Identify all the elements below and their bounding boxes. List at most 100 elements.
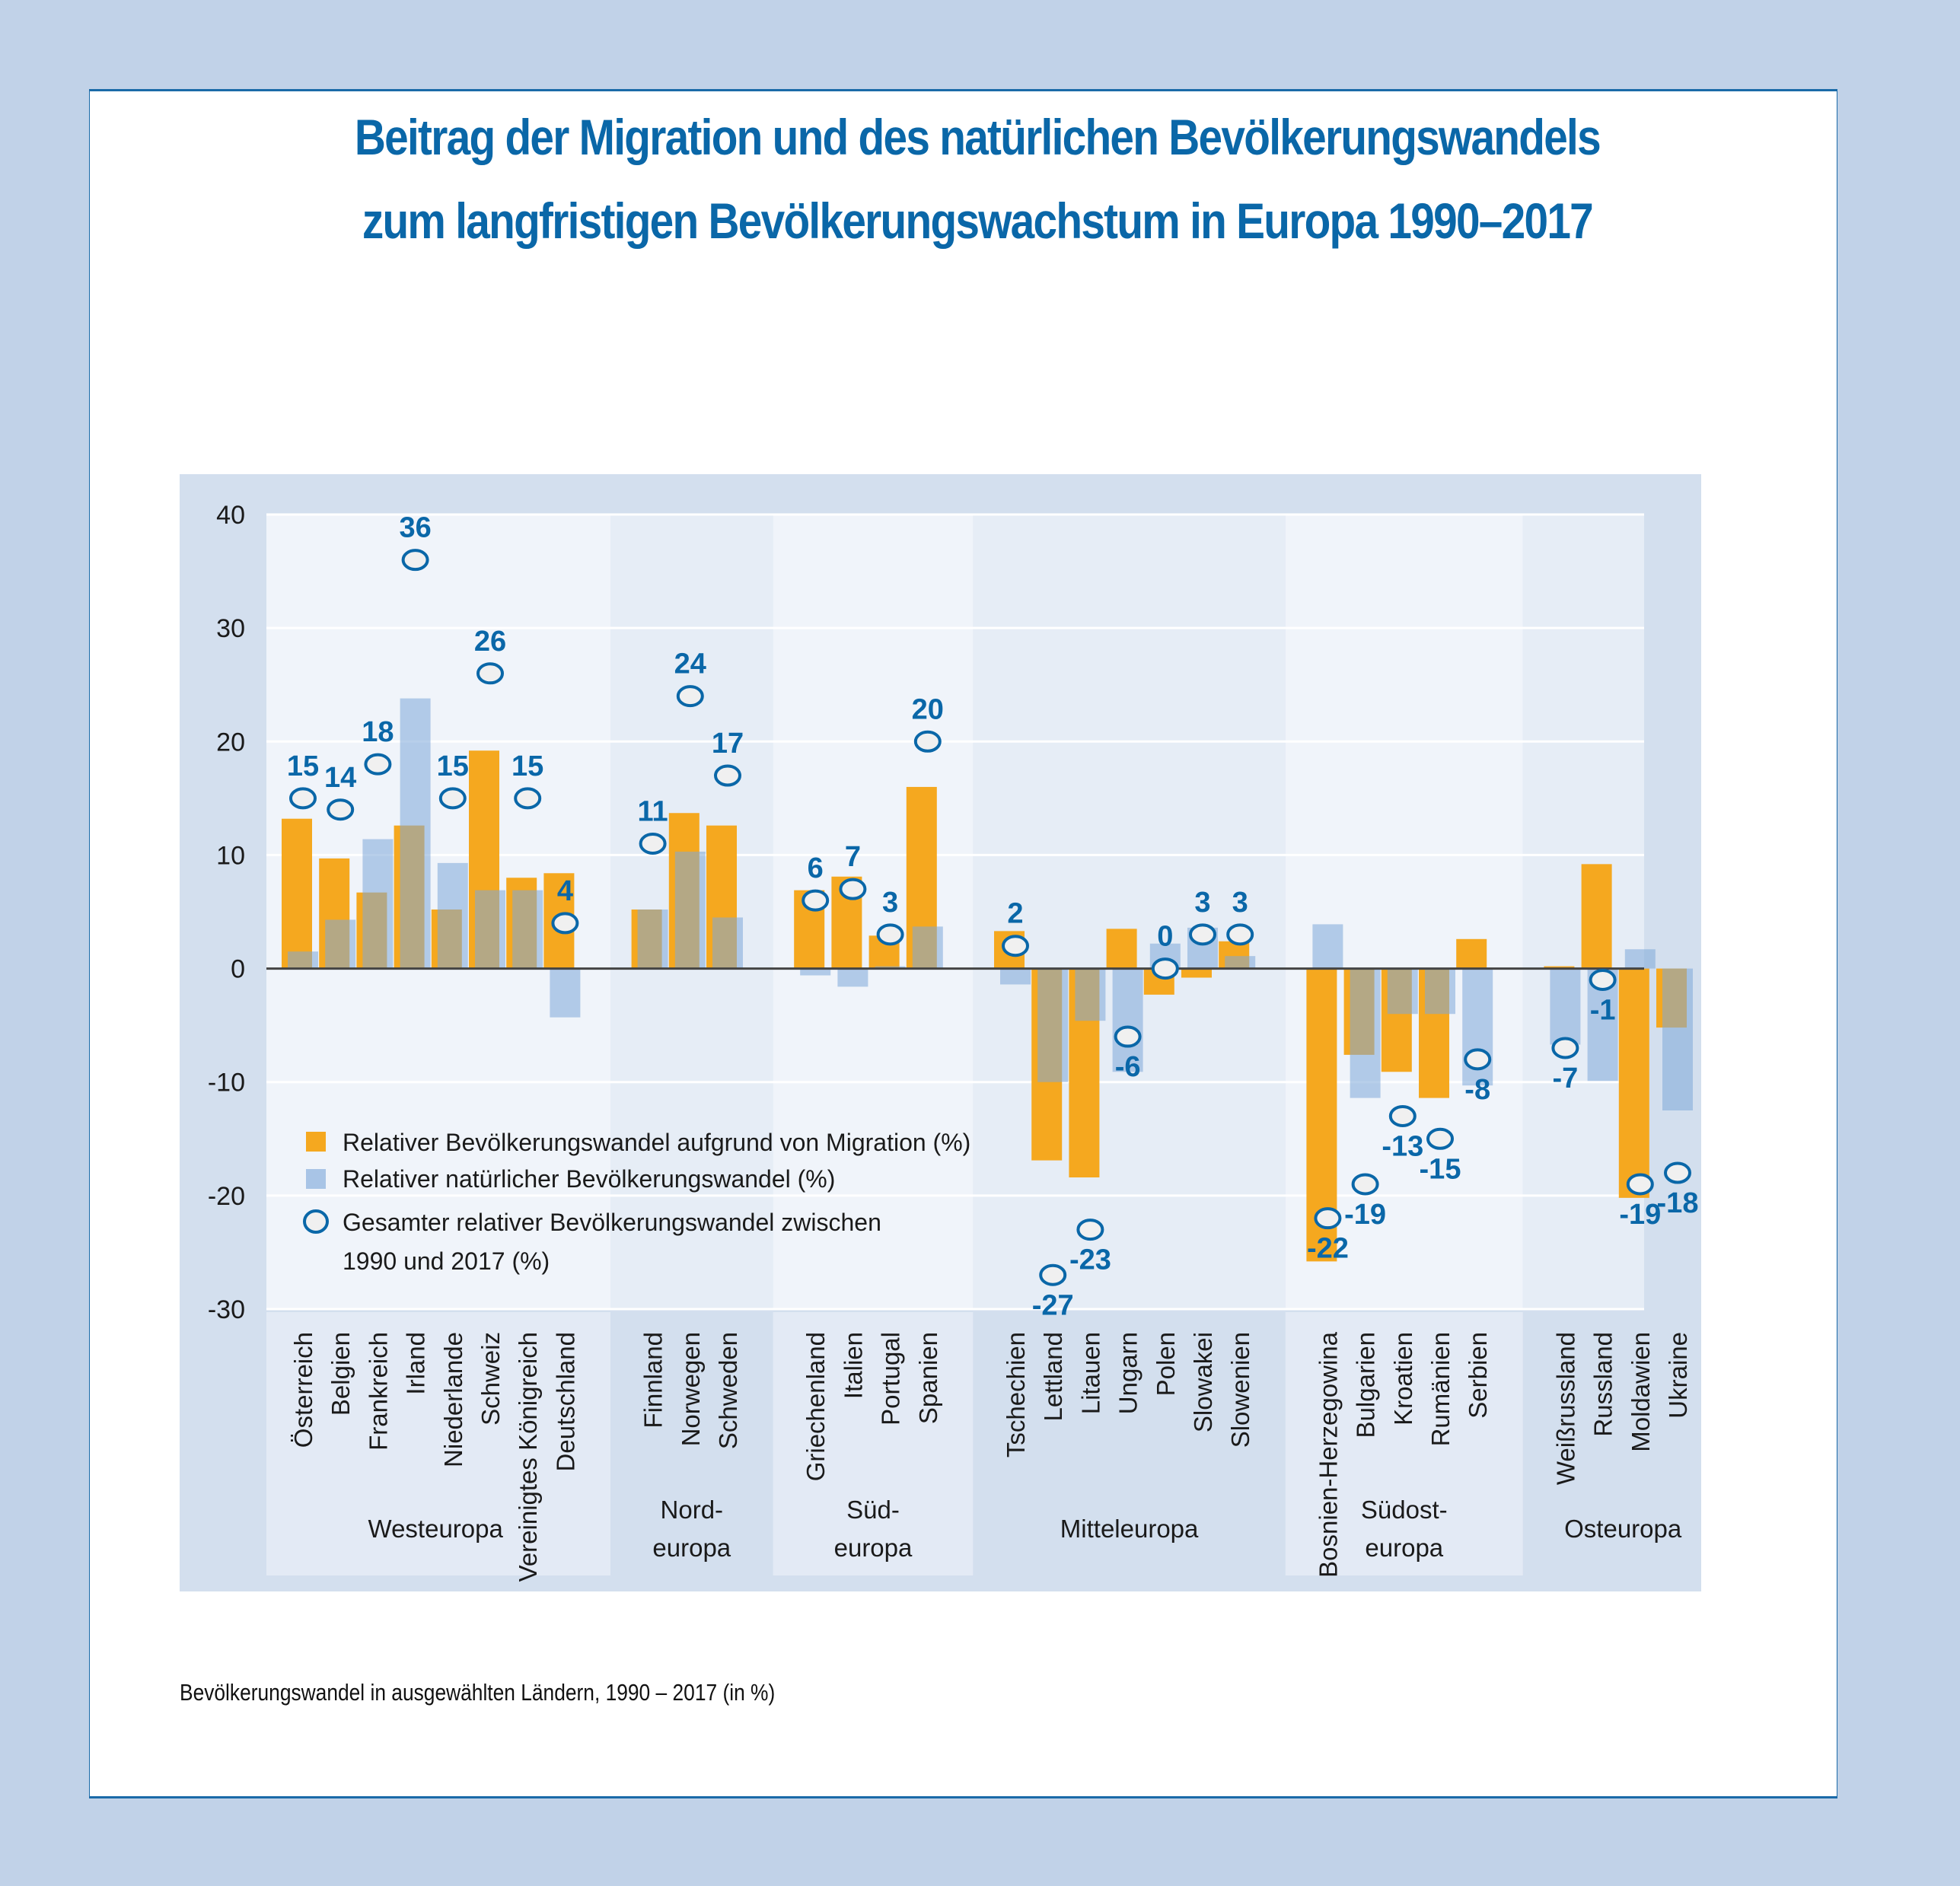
- bar-natural: [1662, 968, 1693, 1110]
- total-marker: [476, 662, 504, 685]
- y-tick-label: 30: [216, 614, 245, 643]
- total-value-label: 0: [1157, 921, 1173, 953]
- region-band-plot: [973, 515, 1286, 1309]
- bar-natural: [1624, 949, 1656, 969]
- total-marker: [1426, 1127, 1454, 1150]
- total-marker: [1076, 1219, 1104, 1241]
- region-band-label: [1522, 1312, 1644, 1575]
- country-labels: Österreich Belgien Frankreich Irland Niederl…: [289, 1331, 1692, 1582]
- total-marker: [1002, 935, 1029, 957]
- bar-natural: [325, 919, 356, 969]
- country-label: Finnland: [639, 1332, 668, 1429]
- bar-natural: [674, 851, 706, 969]
- total-value-label: 14: [324, 762, 356, 794]
- country-label: Serbien: [1464, 1332, 1492, 1419]
- region-band-label: [773, 1312, 974, 1575]
- y-tick-label: 40: [216, 501, 245, 530]
- total-value-label: -15: [1420, 1153, 1461, 1185]
- total-value-label: -7: [1553, 1062, 1579, 1094]
- total-value-label: 17: [712, 728, 744, 760]
- region-label: europa: [834, 1534, 913, 1562]
- country-label: Litauen: [1076, 1332, 1104, 1414]
- bar-natural: [475, 890, 505, 969]
- country-label: Griechenland: [802, 1332, 830, 1481]
- bar-natural: [912, 926, 943, 969]
- total-marker: [1039, 1263, 1067, 1286]
- country-label: Schweiz: [476, 1332, 505, 1426]
- title-line-1: Beitrag der Migration und des natürliche…: [354, 109, 1601, 165]
- country-label: Slowakei: [1189, 1332, 1217, 1432]
- total-marker: [802, 889, 830, 912]
- total-marker: [1314, 1207, 1342, 1230]
- total-marker: [1464, 1048, 1492, 1071]
- legend-swatch-migration: [306, 1132, 326, 1152]
- bar-natural: [362, 839, 394, 969]
- region-label: Westeuropa: [368, 1515, 504, 1543]
- bar-migration: [1181, 968, 1212, 978]
- country-label: Ungarn: [1114, 1332, 1143, 1414]
- bar-natural: [1112, 968, 1143, 1072]
- total-value-label: -18: [1657, 1187, 1699, 1219]
- total-marker: [1664, 1161, 1691, 1184]
- total-marker: [438, 787, 467, 810]
- total-value-label: -27: [1032, 1289, 1074, 1321]
- total-value-label: 7: [845, 841, 861, 873]
- bar-natural: [437, 862, 468, 969]
- y-tick-label: 0: [231, 955, 245, 984]
- total-value-label: -13: [1382, 1130, 1423, 1162]
- legend-label-total-line1: Gesamter relativer Bevölkerungswandel zw…: [343, 1209, 881, 1236]
- bar-migration: [1581, 864, 1612, 969]
- total-value-label: -6: [1115, 1051, 1141, 1083]
- total-marker: [514, 787, 542, 810]
- legend-marker-total: [303, 1209, 329, 1234]
- bar-natural: [837, 968, 868, 987]
- bar-natural: [1000, 968, 1031, 985]
- total-marker: [876, 923, 904, 946]
- y-tick-label: -30: [208, 1295, 245, 1324]
- country-label: Moldawien: [1627, 1332, 1655, 1452]
- region-label: Südost-: [1361, 1496, 1448, 1524]
- country-label: Niederlande: [439, 1332, 467, 1467]
- country-label: Tschechien: [1002, 1332, 1030, 1458]
- total-value-label: 3: [882, 887, 898, 919]
- total-value-label: 36: [399, 512, 431, 544]
- y-tick-label: 20: [216, 728, 245, 757]
- country-label: Ukraine: [1664, 1332, 1692, 1419]
- total-marker: [639, 833, 667, 855]
- bar-migration: [282, 818, 312, 969]
- country-label: Norwegen: [677, 1332, 705, 1446]
- country-label: Kroatien: [1389, 1332, 1417, 1426]
- country-label: Vereinigtes Königreich: [514, 1332, 542, 1582]
- y-tick-label: 10: [216, 841, 245, 870]
- total-value-label: 11: [638, 796, 668, 828]
- total-value-label: 2: [1007, 898, 1023, 930]
- total-value-label: 15: [437, 750, 469, 782]
- country-label: Rumänien: [1426, 1332, 1455, 1446]
- bar-natural: [400, 698, 431, 969]
- total-value-label: 4: [557, 875, 573, 907]
- total-value-label: 15: [512, 750, 543, 782]
- bar-natural: [637, 910, 668, 969]
- bar-natural: [800, 968, 831, 976]
- country-label: Österreich: [289, 1332, 317, 1448]
- country-label: Slowenien: [1226, 1332, 1254, 1448]
- bar-migration: [1618, 968, 1649, 1198]
- total-marker: [1388, 1104, 1417, 1127]
- bar-natural: [512, 890, 543, 969]
- region-band-label: [973, 1312, 1286, 1575]
- total-marker: [1351, 1173, 1379, 1196]
- total-value-label: 15: [287, 750, 319, 782]
- total-value-label: -22: [1307, 1233, 1349, 1265]
- total-marker: [1626, 1173, 1654, 1196]
- total-value-label: 24: [674, 648, 706, 680]
- region-label: europa: [652, 1534, 731, 1562]
- region-label: Süd-: [846, 1496, 900, 1524]
- total-marker: [1151, 957, 1179, 980]
- legend-label-migration: Relativer Bevölkerungswandel aufgrund vo…: [343, 1129, 970, 1156]
- total-value-label: 6: [808, 852, 824, 884]
- y-tick-label: -20: [208, 1182, 245, 1211]
- total-value-label: -8: [1464, 1074, 1490, 1106]
- country-label: Weißrussland: [1551, 1332, 1579, 1485]
